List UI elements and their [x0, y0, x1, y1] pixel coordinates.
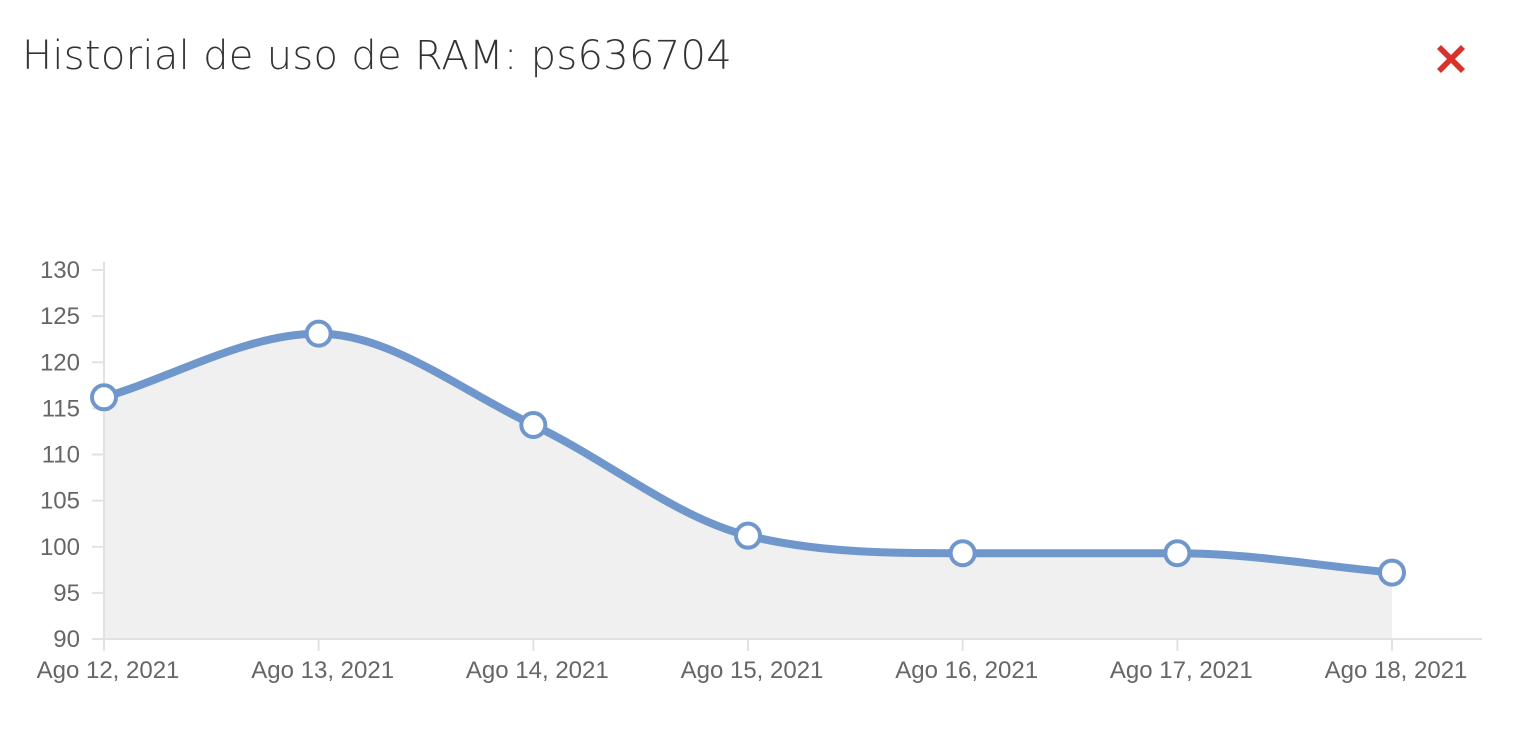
data-point: [948, 539, 977, 568]
x-tick-label: Ago 15, 2021: [681, 657, 824, 684]
x-tick-label: Ago 14, 2021: [466, 657, 609, 684]
y-tick-label: 130: [40, 257, 80, 284]
y-tick-label: 95: [53, 580, 80, 607]
x-tick-label: Ago 12, 2021: [37, 657, 180, 684]
y-tick-label: 120: [40, 349, 80, 376]
data-point: [304, 319, 333, 348]
close-x-icon: [1437, 45, 1465, 73]
x-tick-label: Ago 16, 2021: [895, 657, 1038, 684]
y-tick-label: 110: [42, 442, 80, 469]
data-point: [90, 383, 118, 412]
area-fill: [104, 333, 1392, 639]
y-tick-label: 90: [53, 626, 80, 653]
x-tick-label: Ago 13, 2021: [251, 657, 394, 684]
data-point: [1378, 558, 1406, 587]
modal-title: Historial de uso de RAM: ps636704: [22, 33, 732, 79]
x-tick-label: Ago 17, 2021: [1110, 657, 1253, 684]
y-tick-label: 125: [40, 303, 80, 330]
data-point: [1163, 539, 1192, 568]
y-tick-label: 115: [42, 395, 80, 422]
x-tick-label: Ago 18, 2021: [1325, 657, 1468, 684]
ram-usage-chart: 90 95 100 105 110 115 120 125 130 Ago 12, 2021 Ag…: [0, 240, 1524, 700]
y-tick-label: 105: [40, 488, 80, 515]
modal-header: Historial de uso de RAM: ps636704: [0, 0, 1524, 110]
chart-svg: 90 95 100 105 110 115 120 125 130 Ago 12, 2021 Ag…: [37, 257, 1482, 684]
close-button[interactable]: [1426, 36, 1476, 82]
data-point: [734, 521, 762, 550]
data-point: [519, 410, 548, 439]
y-tick-label: 100: [40, 534, 80, 561]
